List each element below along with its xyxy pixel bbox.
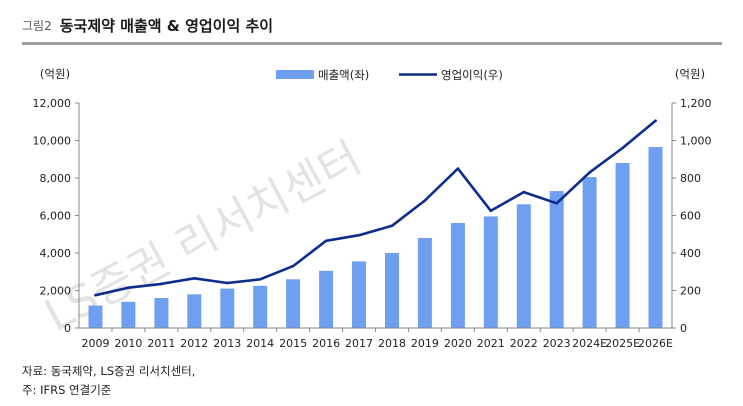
- operating-profit-point-2021: [489, 209, 493, 213]
- revenue-bar-2019: [417, 238, 432, 328]
- revenue-bar-2012: [187, 294, 202, 329]
- operating-profit-point-2011: [160, 282, 163, 286]
- x-tick-label: 2022: [510, 337, 538, 350]
- title-rule: [22, 42, 722, 45]
- revenue-bar-2011: [154, 298, 169, 328]
- x-tick-label: 2024E: [572, 337, 607, 350]
- revenue-bar-2023: [549, 191, 564, 328]
- left-tick-label: 10,000: [33, 135, 72, 148]
- left-axis-unit: (억원): [40, 67, 70, 81]
- operating-profit-point-2016: [324, 239, 328, 243]
- operating-profit-point-2020: [456, 167, 460, 170]
- operating-profit-point-2012: [193, 277, 196, 280]
- x-tick-label: 2015: [279, 337, 307, 350]
- source-note: 자료: 동국제약, LS증권 리서치센터,: [22, 364, 196, 378]
- revenue-bar-2024E: [582, 177, 597, 328]
- legend-revenue-label: 매출액(좌): [318, 68, 369, 82]
- basis-note: 주: IFRS 연결기준: [22, 383, 112, 397]
- x-tick-label: 2017: [345, 337, 373, 350]
- operating-profit-point-2025E: [621, 146, 624, 150]
- axis-layer: 0 2,000 4,000 6,000 8,000 10,000 12,000 0 200 400…: [33, 67, 712, 350]
- left-tick-label: 0: [64, 322, 71, 335]
- x-tick-label: 2010: [114, 337, 142, 350]
- revenue-bar-2014: [253, 285, 268, 328]
- revenue-bar-2010: [121, 301, 136, 329]
- figure-label: 그림2: [22, 18, 52, 33]
- revenue-bar-2009: [88, 305, 103, 328]
- x-tick-label: 2012: [180, 337, 208, 350]
- left-tick-label: 12,000: [33, 97, 72, 110]
- x-tick-label: 2018: [378, 337, 406, 350]
- left-tick-label: 4,000: [40, 247, 72, 260]
- right-tick-label: 0: [680, 322, 687, 335]
- revenue-bar-2020: [450, 223, 465, 328]
- x-tick-label: 2023: [543, 337, 571, 350]
- x-tick-label: 2021: [477, 337, 505, 350]
- x-tick-label: 2011: [147, 337, 175, 350]
- x-tick-label: 2013: [213, 337, 241, 350]
- operating-profit-point-2026E: [654, 119, 657, 123]
- legend-profit-label: 영업이익(우): [441, 68, 503, 82]
- operating-profit-point-2010: [127, 286, 130, 290]
- legend: 매출액(좌) 영업이익(우): [276, 68, 503, 82]
- revenue-bar-2022: [516, 204, 531, 329]
- revenue-bar-2015: [286, 279, 301, 329]
- operating-profit-point-2015: [291, 264, 295, 268]
- left-tick-label: 6,000: [40, 210, 72, 223]
- right-tick-label: 1,200: [680, 97, 712, 110]
- revenue-bar-2017: [352, 261, 366, 328]
- operating-profit-point-2022: [522, 190, 526, 194]
- operating-profit-point-2019: [423, 199, 427, 202]
- revenue-bar-2013: [220, 288, 235, 328]
- operating-profit-point-2018: [390, 224, 394, 228]
- x-tick-label: 2025E: [605, 337, 640, 350]
- operating-profit-point-2009: [94, 293, 97, 297]
- right-axis-unit: (억원): [675, 67, 705, 81]
- x-tick-label: 2009: [81, 337, 109, 350]
- operating-profit-point-2014: [258, 278, 262, 281]
- right-tick-label: 400: [680, 247, 701, 260]
- operating-profit-line: [94, 119, 657, 297]
- x-tick-label: 2014: [246, 337, 274, 350]
- x-tick-label: 2026E: [638, 337, 673, 350]
- revenue-bar-2016: [319, 270, 334, 328]
- right-tick-label: 800: [680, 172, 701, 185]
- figure-title: 그림2 동국제약 매출액 & 영업이익 추이: [22, 10, 722, 40]
- line-layer: [94, 119, 657, 297]
- revenue-bar-2018: [385, 253, 399, 328]
- figure-title-text: 동국제약 매출액 & 영업이익 추이: [59, 16, 274, 35]
- revenue-bar-2025E: [615, 163, 630, 328]
- operating-profit-point-2024E: [588, 171, 591, 174]
- revenue-bar-2021: [483, 216, 498, 328]
- x-tick-label: 2019: [411, 337, 439, 350]
- operating-profit-point-2013: [226, 281, 229, 285]
- operating-profit-point-2017: [357, 233, 361, 237]
- right-tick-label: 200: [680, 285, 701, 298]
- left-tick-label: 8,000: [40, 172, 72, 185]
- bars-layer: [88, 147, 663, 329]
- x-tick-label: 2016: [312, 337, 340, 350]
- right-tick-label: 600: [680, 210, 701, 223]
- right-tick-label: 1,000: [680, 135, 712, 148]
- x-tick-label: 2020: [444, 337, 472, 350]
- left-tick-label: 2,000: [40, 285, 72, 298]
- legend-revenue-swatch: [276, 70, 314, 79]
- operating-profit-point-2023: [555, 202, 558, 205]
- revenue-bar-2026E: [648, 147, 663, 328]
